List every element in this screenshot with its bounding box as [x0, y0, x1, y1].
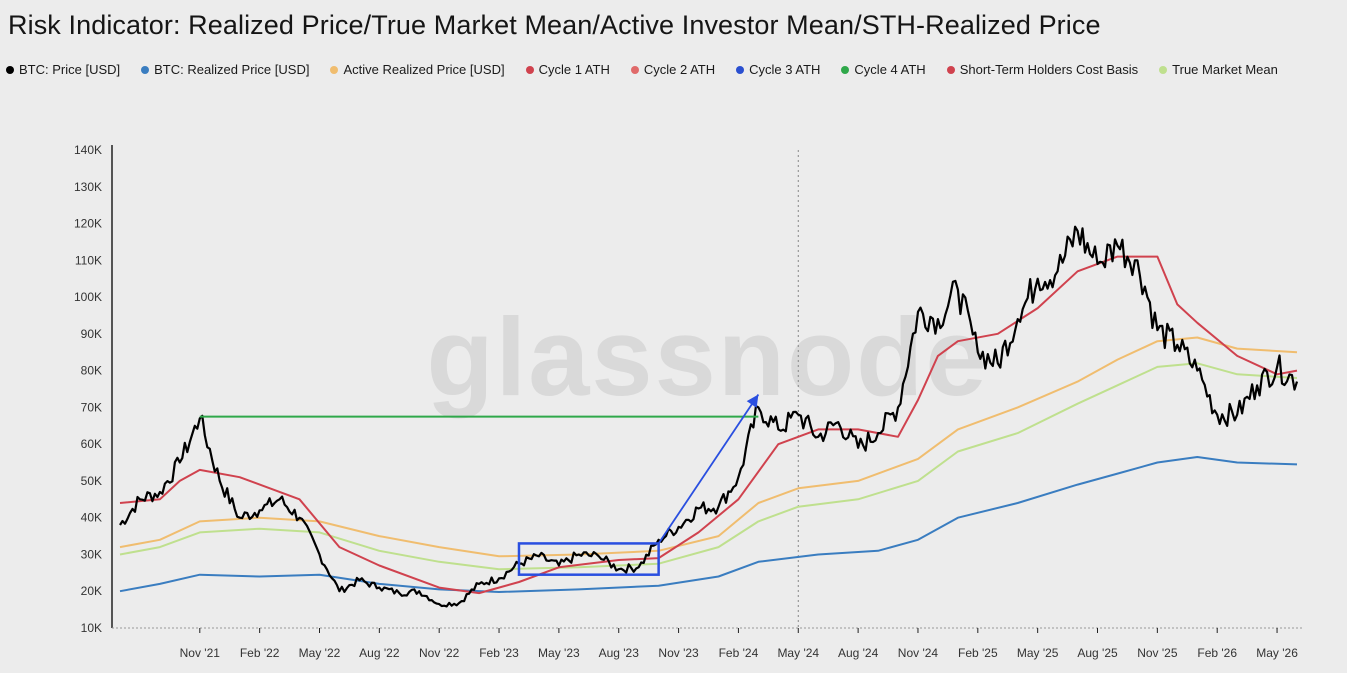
series-line: [119, 255, 1298, 595]
y-tick-label: 60K: [81, 437, 102, 451]
x-tick-label: Aug '25: [1077, 646, 1118, 660]
y-tick-label: 50K: [81, 474, 102, 488]
legend-dot-icon: [330, 65, 339, 74]
x-tick-label: May '25: [1017, 646, 1059, 660]
arrow-line: [657, 394, 760, 544]
legend-dot-icon: [736, 65, 745, 74]
series-line: [119, 362, 1298, 571]
legend-dot-icon: [525, 65, 534, 74]
y-tick-label: 10K: [81, 621, 102, 635]
y-tick-label: 90K: [81, 327, 102, 341]
legend-item[interactable]: True Market Mean: [1159, 62, 1278, 77]
chart-title: Risk Indicator: Realized Price/True Mark…: [8, 10, 1101, 40]
consolidation-box: [517, 542, 660, 576]
legend-label: BTC: Price [USD]: [19, 62, 121, 77]
legend-item[interactable]: Cycle 3 ATH: [736, 62, 820, 77]
x-tick-label: Nov '25: [1137, 646, 1178, 660]
series-line: [119, 336, 1298, 558]
x-tick-label: Aug '23: [599, 646, 640, 660]
legend-item[interactable]: BTC: Realized Price [USD]: [141, 62, 309, 77]
x-tick-label: May '26: [1256, 646, 1298, 660]
y-tick-label: 140K: [74, 143, 102, 157]
arrow-head-icon: [746, 394, 759, 408]
legend-dot-icon: [946, 65, 955, 74]
x-tick-label: Aug '24: [838, 646, 879, 660]
watermark: glassnode: [426, 296, 988, 419]
legend-item[interactable]: Short-Term Holders Cost Basis: [946, 62, 1139, 77]
y-tick-label: 120K: [74, 217, 102, 231]
x-tick-label: Nov '21: [180, 646, 221, 660]
x-tick-label: Aug '22: [359, 646, 400, 660]
legend-item[interactable]: Cycle 2 ATH: [630, 62, 716, 77]
y-tick-label: 110K: [75, 253, 102, 267]
x-tick-label: Feb '25: [958, 646, 998, 660]
series-line: [119, 456, 1298, 593]
legend-dot-icon: [630, 65, 639, 74]
x-tick-label: Nov '24: [898, 646, 939, 660]
legend-label: Active Realized Price [USD]: [343, 62, 505, 77]
x-tick-label: Feb '23: [479, 646, 519, 660]
x-tick-label: Feb '26: [1197, 646, 1237, 660]
x-tick-label: May '22: [299, 646, 341, 660]
x-tick-label: Feb '22: [240, 646, 280, 660]
legend-dot-icon: [841, 65, 850, 74]
legend-label: Cycle 3 ATH: [749, 62, 821, 77]
legend-item[interactable]: Cycle 4 ATH: [841, 62, 926, 77]
legend-item[interactable]: Active Realized Price [USD]: [330, 62, 505, 77]
legend-label: Short-Term Holders Cost Basis: [959, 62, 1139, 77]
legend-dot-icon: [1159, 65, 1168, 74]
legend: BTC: Price [USD] BTC: Realized Price [USD…: [6, 62, 1306, 77]
legend-dot-icon: [6, 65, 14, 74]
legend-label: Cycle 4 ATH: [854, 62, 926, 77]
y-tick-label: 130K: [74, 180, 102, 194]
y-tick-label: 30K: [81, 547, 102, 561]
y-tick-label: 80K: [81, 364, 102, 378]
x-tick-label: Nov '23: [658, 646, 699, 660]
legend-item[interactable]: Cycle 1 ATH: [525, 62, 610, 77]
legend-label: True Market Mean: [1172, 62, 1278, 77]
x-tick-label: Nov '22: [419, 646, 460, 660]
legend-label: Cycle 1 ATH: [538, 62, 610, 77]
legend-item[interactable]: BTC: Price [USD]: [6, 62, 120, 77]
y-tick-label: 40K: [81, 511, 102, 525]
y-tick-label: 20K: [81, 584, 102, 598]
legend-label: Cycle 2 ATH: [643, 62, 716, 77]
y-tick-label: 100K: [74, 290, 102, 304]
x-tick-label: May '23: [538, 646, 580, 660]
legend-dot-icon: [141, 65, 150, 74]
legend-label: BTC: Realized Price [USD]: [154, 62, 310, 77]
x-tick-label: May '24: [777, 646, 819, 660]
y-tick-label: 70K: [81, 400, 102, 414]
series-line: [119, 225, 1299, 608]
x-tick-label: Feb '24: [719, 646, 759, 660]
